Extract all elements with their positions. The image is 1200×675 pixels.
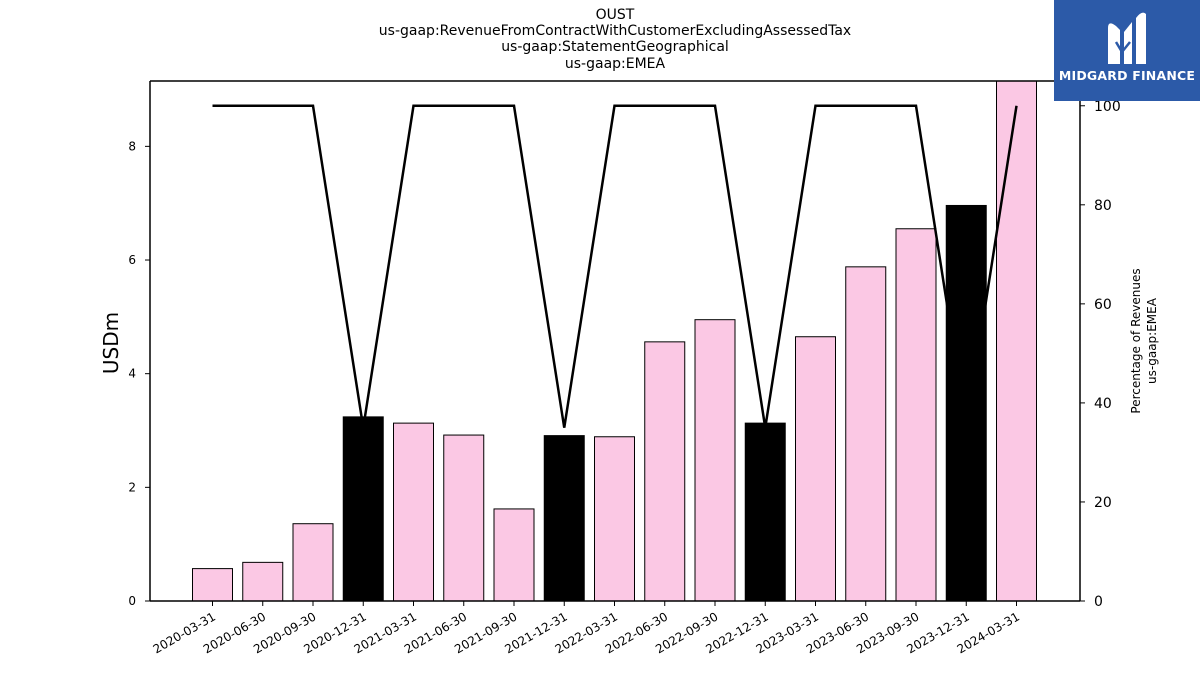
y2-axis-label-line-2: us-gaap:EMEA [1145,297,1159,384]
bar-2021-12-31 [543,435,585,602]
y-axis-label: USDm [99,312,123,374]
bar-2023-09-30 [895,228,937,602]
chart-title-line-3: us-gaap:StatementGeographical [501,39,729,55]
chart-title-line-4: us-gaap:EMEA [564,56,666,72]
brand-logo: MIDGARD FINANCE [1054,0,1200,101]
bar-2022-12-31 [744,422,786,602]
y2-tick-label: 100 [1094,99,1121,115]
bar-2023-03-31 [795,336,836,602]
bar-2023-12-31 [945,204,987,602]
chart-title-line-1: OUST [595,7,635,23]
logo-text: MIDGARD FINANCE [1058,68,1196,83]
bar-2020-03-31 [192,568,233,602]
bar-2020-09-30 [292,523,334,602]
logo-mark-icon [1108,12,1146,65]
bar-2023-06-30 [845,266,887,602]
y-tick-label: 2 [128,480,136,494]
bar-2020-12-31 [342,416,384,602]
bar-2020-06-30 [242,561,284,602]
bar-2022-06-30 [644,341,686,602]
bar-2022-09-30 [694,319,736,602]
y-tick-label: 8 [128,139,136,153]
bar-2021-09-30 [493,508,535,602]
y-tick-label: 6 [128,253,136,267]
bar-2024-03-31 [996,80,1037,602]
bar-2021-03-31 [393,422,434,602]
y2-tick-label: 80 [1094,198,1112,214]
y2-tick-label: 0 [1094,594,1103,610]
y-tick-label: 4 [128,367,136,381]
bar-2021-06-30 [443,434,485,602]
y2-tick-label: 40 [1094,396,1112,412]
y2-tick-label: 20 [1094,495,1112,511]
y2-tick-label: 60 [1094,297,1112,313]
y2-axis-label-line-1: Percentage of Revenues [1129,268,1143,413]
bar-2022-03-31 [594,436,635,602]
y-tick-label: 0 [128,594,136,608]
chart-title-line-2: us-gaap:RevenueFromContractWithCustomerE… [378,23,852,39]
